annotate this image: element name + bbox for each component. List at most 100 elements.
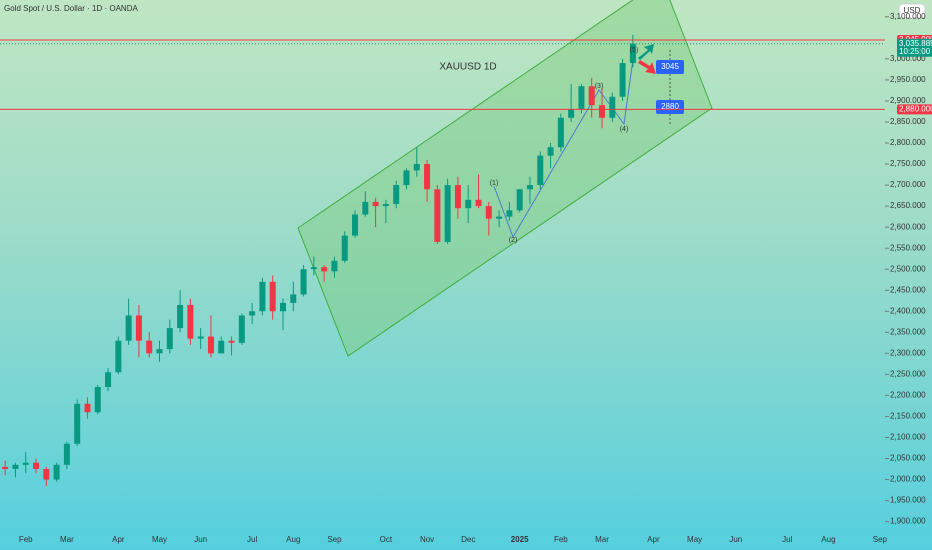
chart-title: Gold Spot / U.S. Dollar · 1D · OANDA: [4, 4, 138, 13]
x-tick-label: Apr: [647, 535, 660, 544]
candle-body: [259, 281, 266, 312]
candle-body: [146, 340, 153, 354]
y-tick-label: 2,900.000: [890, 96, 926, 105]
candle-body: [619, 63, 626, 97]
target-label: 2880: [661, 102, 679, 111]
candle-body: [434, 189, 441, 242]
y-tick-label: 2,850.000: [890, 117, 926, 126]
level-tag: [897, 104, 932, 115]
x-tick-label: May: [152, 535, 167, 544]
wave-label: (5): [630, 47, 639, 54]
y-tick-label: 1,950.000: [890, 496, 926, 505]
x-tick-label: Mar: [595, 535, 609, 544]
x-tick-label: Aug: [821, 535, 835, 544]
y-tick-label: 2,400.000: [890, 306, 926, 315]
candle-body: [485, 206, 492, 219]
y-tick-label: 2,800.000: [890, 138, 926, 147]
candle-body: [310, 267, 317, 270]
x-tick-label: Nov: [420, 535, 434, 544]
candle-body: [63, 443, 70, 465]
candle-body: [269, 281, 276, 312]
candle-body: [372, 201, 379, 207]
candle-body: [537, 155, 544, 186]
candle-body: [218, 340, 225, 354]
candle-body: [352, 214, 359, 236]
arrow-down: [638, 60, 656, 74]
candle-body: [341, 235, 348, 261]
candle-body: [228, 340, 235, 343]
candle-body: [279, 302, 286, 312]
candle-body: [197, 336, 204, 339]
last-price-time: 10:25:00: [899, 47, 931, 56]
target-box: [656, 100, 684, 114]
candle-body: [94, 386, 101, 413]
candle-body: [578, 86, 585, 110]
wave-path: [493, 51, 635, 239]
level-tag-label: 2,880.000: [899, 104, 932, 113]
target-box: [656, 60, 684, 74]
candle-body: [238, 315, 245, 343]
candle-body: [74, 403, 81, 444]
y-tick-label: 2,300.000: [890, 348, 926, 357]
candle-body: [568, 109, 575, 118]
y-tick-label: 2,150.000: [890, 412, 926, 421]
candle-body: [166, 328, 173, 350]
y-tick-label: 2,050.000: [890, 454, 926, 463]
candle-body: [496, 216, 503, 219]
x-tick-label: Jun: [194, 535, 207, 544]
y-tick-label: 2,450.000: [890, 285, 926, 294]
candle-body: [331, 260, 338, 272]
currency: USD: [904, 6, 921, 15]
x-tick-label: Jul: [782, 535, 792, 544]
x-tick-label: Oct: [380, 535, 393, 544]
last-price-label: 3,035.885: [899, 39, 932, 48]
y-tick-label: 2,500.000: [890, 264, 926, 273]
candle-body: [300, 269, 307, 295]
target-label: 3045: [661, 62, 679, 71]
candle-body: [475, 199, 482, 207]
last-price-tag: [897, 38, 932, 57]
x-tick-label: Sep: [873, 535, 888, 544]
x-tick-label: Apr: [112, 535, 125, 544]
candle-body: [413, 164, 420, 171]
candle-body: [516, 189, 523, 211]
x-tick-label: Sep: [327, 535, 342, 544]
candle-body: [382, 204, 389, 207]
candle-body: [207, 336, 214, 354]
x-tick-label: Feb: [554, 535, 568, 544]
candle-body: [599, 105, 606, 118]
candle-body: [156, 349, 163, 354]
wave-label: (3): [595, 83, 604, 90]
y-tick-label: 2,550.000: [890, 243, 926, 252]
candle-body: [557, 117, 564, 148]
candle-body: [547, 147, 554, 156]
candle-body: [403, 170, 410, 186]
y-tick-label: 2,950.000: [890, 75, 926, 84]
candle-body: [135, 315, 142, 341]
currency-box: [898, 3, 926, 19]
x-tick-label: Aug: [286, 535, 300, 544]
wave-label: (4): [620, 126, 629, 133]
candle-body: [424, 164, 431, 190]
candle-body: [12, 464, 19, 470]
y-tick-label: 3,000.000: [890, 54, 926, 63]
x-tick-label: Feb: [19, 535, 33, 544]
candle-body: [609, 96, 616, 118]
candle-body: [526, 185, 533, 190]
candle-body: [393, 185, 400, 205]
candle-body: [444, 185, 451, 242]
arrow-up: [638, 44, 654, 60]
y-tick-label: 2,350.000: [890, 327, 926, 336]
y-tick-label: 2,700.000: [890, 180, 926, 189]
candle-body: [249, 311, 256, 316]
candle-body: [362, 201, 369, 215]
candle-body: [187, 304, 194, 339]
candle-body: [629, 43, 636, 64]
channel: [297, 0, 713, 357]
candle-body: [177, 304, 184, 329]
candle-body: [84, 403, 91, 413]
candle-body: [22, 462, 29, 465]
y-tick-label: 2,000.000: [890, 475, 926, 484]
candle-body: [43, 469, 50, 480]
x-tick-label: 2025: [511, 535, 529, 544]
